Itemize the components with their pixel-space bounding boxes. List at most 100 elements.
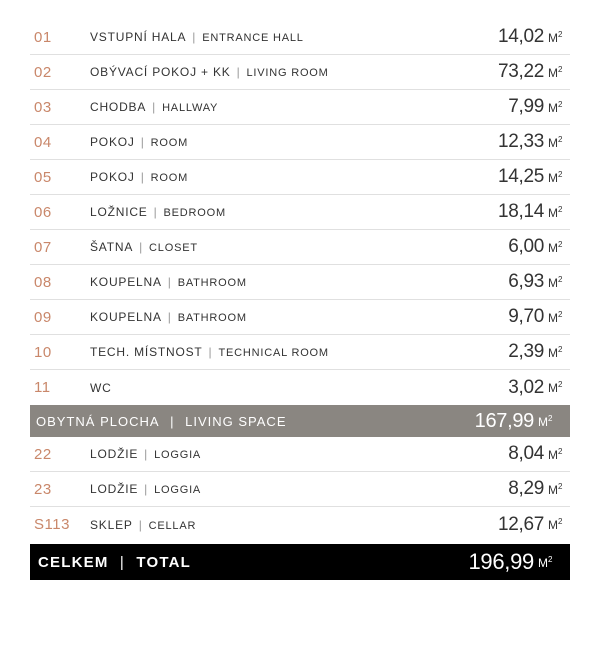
label-en: BATHROOM: [178, 277, 247, 289]
area-unit: M2: [548, 482, 570, 497]
area-unit: M2: [548, 170, 570, 185]
area-unit: M2: [548, 517, 570, 532]
label-cz: POKOJ: [90, 170, 135, 184]
subtotal-row: OBYTNÁ PLOCHA | LIVING SPACE167,99M2: [30, 405, 570, 437]
label-en: TOTAL: [136, 554, 191, 571]
label-en: CLOSET: [149, 242, 198, 254]
rows-group-1: 01VSTUPNÍ HALA|ENTRANCE HALL14,02M202OBÝ…: [30, 20, 570, 405]
area-unit: M2: [548, 447, 570, 462]
separator-icon: |: [139, 518, 143, 532]
row-number: 08: [30, 274, 90, 291]
separator-icon: |: [144, 482, 148, 496]
label-en: LOGGIA: [154, 449, 201, 461]
row-value: 9,70: [454, 306, 544, 328]
row-label: SKLEP | CELLAR: [90, 518, 454, 532]
label-cz: LOŽNICE: [90, 205, 148, 219]
area-unit: M2: [548, 65, 570, 80]
separator-icon: |: [154, 205, 158, 219]
area-unit: M2: [548, 30, 570, 45]
row-number: 10: [30, 344, 90, 361]
row-number: 11: [30, 379, 90, 396]
row-value: 8,29: [454, 478, 544, 500]
table-row: 23LODŽIE|LOGGIA8,29M2: [30, 472, 570, 507]
row-label: LOŽNICE | BEDROOM: [90, 205, 454, 219]
row-label: LODŽIE | LOGGIA: [90, 447, 454, 461]
total-label: CELKEM | TOTAL: [38, 554, 444, 571]
table-row: 06LOŽNICE|BEDROOM18,14M2: [30, 195, 570, 230]
table-row: 09KOUPELNA|BATHROOM9,70M2: [30, 300, 570, 335]
row-value: 73,22: [454, 61, 544, 83]
separator-icon: |: [139, 240, 143, 254]
table-row: 10TECH. MÍSTNOST | TECHNICAL ROOM 2,39 M2: [30, 335, 570, 370]
row-value: 6,93: [454, 271, 544, 293]
area-unit: M2: [548, 345, 570, 360]
table-row: 03CHODBA|HALLWAY7,99M2: [30, 90, 570, 125]
row-label: CHODBA | HALLWAY: [90, 100, 454, 114]
row-number: 02: [30, 64, 90, 81]
row-label: VSTUPNÍ HALA|ENTRANCE HALL: [90, 30, 454, 44]
label-cz: ŠATNA: [90, 240, 133, 254]
label-en: LIVING SPACE: [185, 414, 286, 429]
row-label: POKOJ|ROOM: [90, 135, 454, 149]
row-value: 2,39: [454, 341, 544, 363]
separator-icon: |: [166, 414, 180, 429]
label-cz: KOUPELNA: [90, 275, 162, 289]
separator-icon: |: [141, 170, 145, 184]
label-en: CELLAR: [149, 520, 197, 532]
label-cz: OBYTNÁ PLOCHA: [36, 414, 160, 429]
row-label: POKOJ|ROOM: [90, 170, 454, 184]
row-label: TECH. MÍSTNOST | TECHNICAL ROOM: [90, 345, 454, 359]
subtotal-label: OBYTNÁ PLOCHA | LIVING SPACE: [36, 414, 444, 429]
area-unit: M2: [548, 240, 570, 255]
row-value: 14,02: [454, 26, 544, 48]
separator-icon: |: [237, 65, 241, 79]
label-en: HALLWAY: [162, 102, 218, 114]
table-row: 22LODŽIE|LOGGIA8,04M2: [30, 437, 570, 472]
table-row: 01VSTUPNÍ HALA|ENTRANCE HALL14,02M2: [30, 20, 570, 55]
label-en: TECHNICAL ROOM: [218, 347, 328, 359]
separator-icon: |: [144, 447, 148, 461]
row-label: LODŽIE|LOGGIA: [90, 482, 454, 496]
row-number: S113: [30, 516, 90, 533]
label-cz: SKLEP: [90, 518, 133, 532]
label-cz: LODŽIE: [90, 447, 138, 461]
separator-icon: |: [192, 30, 196, 44]
table-row: S113SKLEP | CELLAR 12,67 M2: [30, 507, 570, 542]
separator-icon: |: [168, 310, 172, 324]
area-unit: M2: [538, 414, 560, 429]
rows-group-2: 22LODŽIE|LOGGIA8,04M223LODŽIE|LOGGIA8,29…: [30, 437, 570, 542]
label-cz: TECH. MÍSTNOST: [90, 345, 203, 359]
row-value: 18,14: [454, 201, 544, 223]
row-number: 03: [30, 99, 90, 116]
label-cz: CELKEM: [38, 554, 109, 571]
row-value: 12,33: [454, 131, 544, 153]
label-en: ROOM: [151, 137, 188, 149]
row-value: 8,04: [454, 443, 544, 465]
row-number: 23: [30, 481, 90, 498]
label-cz: POKOJ: [90, 135, 135, 149]
separator-icon: |: [152, 100, 156, 114]
area-unit: M2: [548, 100, 570, 115]
table-row: 11WC3,02M2: [30, 370, 570, 405]
area-unit: M2: [548, 275, 570, 290]
separator-icon: |: [209, 345, 213, 359]
row-value: 3,02: [454, 377, 544, 399]
row-value: 12,67: [454, 514, 544, 536]
label-cz: CHODBA: [90, 100, 146, 114]
table-row: 08KOUPELNA | BATHROOM 6,93 M2: [30, 265, 570, 300]
label-en: ENTRANCE HALL: [202, 32, 303, 44]
label-cz: LODŽIE: [90, 482, 138, 496]
total-value: 196,99: [444, 549, 534, 575]
table-row: 07ŠATNA|CLOSET6,00M2: [30, 230, 570, 265]
row-value: 6,00: [454, 236, 544, 258]
separator-icon: |: [168, 275, 172, 289]
row-label: ŠATNA | CLOSET: [90, 240, 454, 254]
table-row: 04POKOJ|ROOM12,33 M2: [30, 125, 570, 160]
table-row: 05POKOJ|ROOM14,25M2: [30, 160, 570, 195]
label-cz: KOUPELNA: [90, 310, 162, 324]
row-label: KOUPELNA | BATHROOM: [90, 275, 454, 289]
row-label: OBÝVACÍ POKOJ + KK|LIVING ROOM: [90, 65, 454, 79]
area-unit: M2: [548, 135, 570, 150]
row-number: 04: [30, 134, 90, 151]
label-en: BEDROOM: [164, 207, 226, 219]
